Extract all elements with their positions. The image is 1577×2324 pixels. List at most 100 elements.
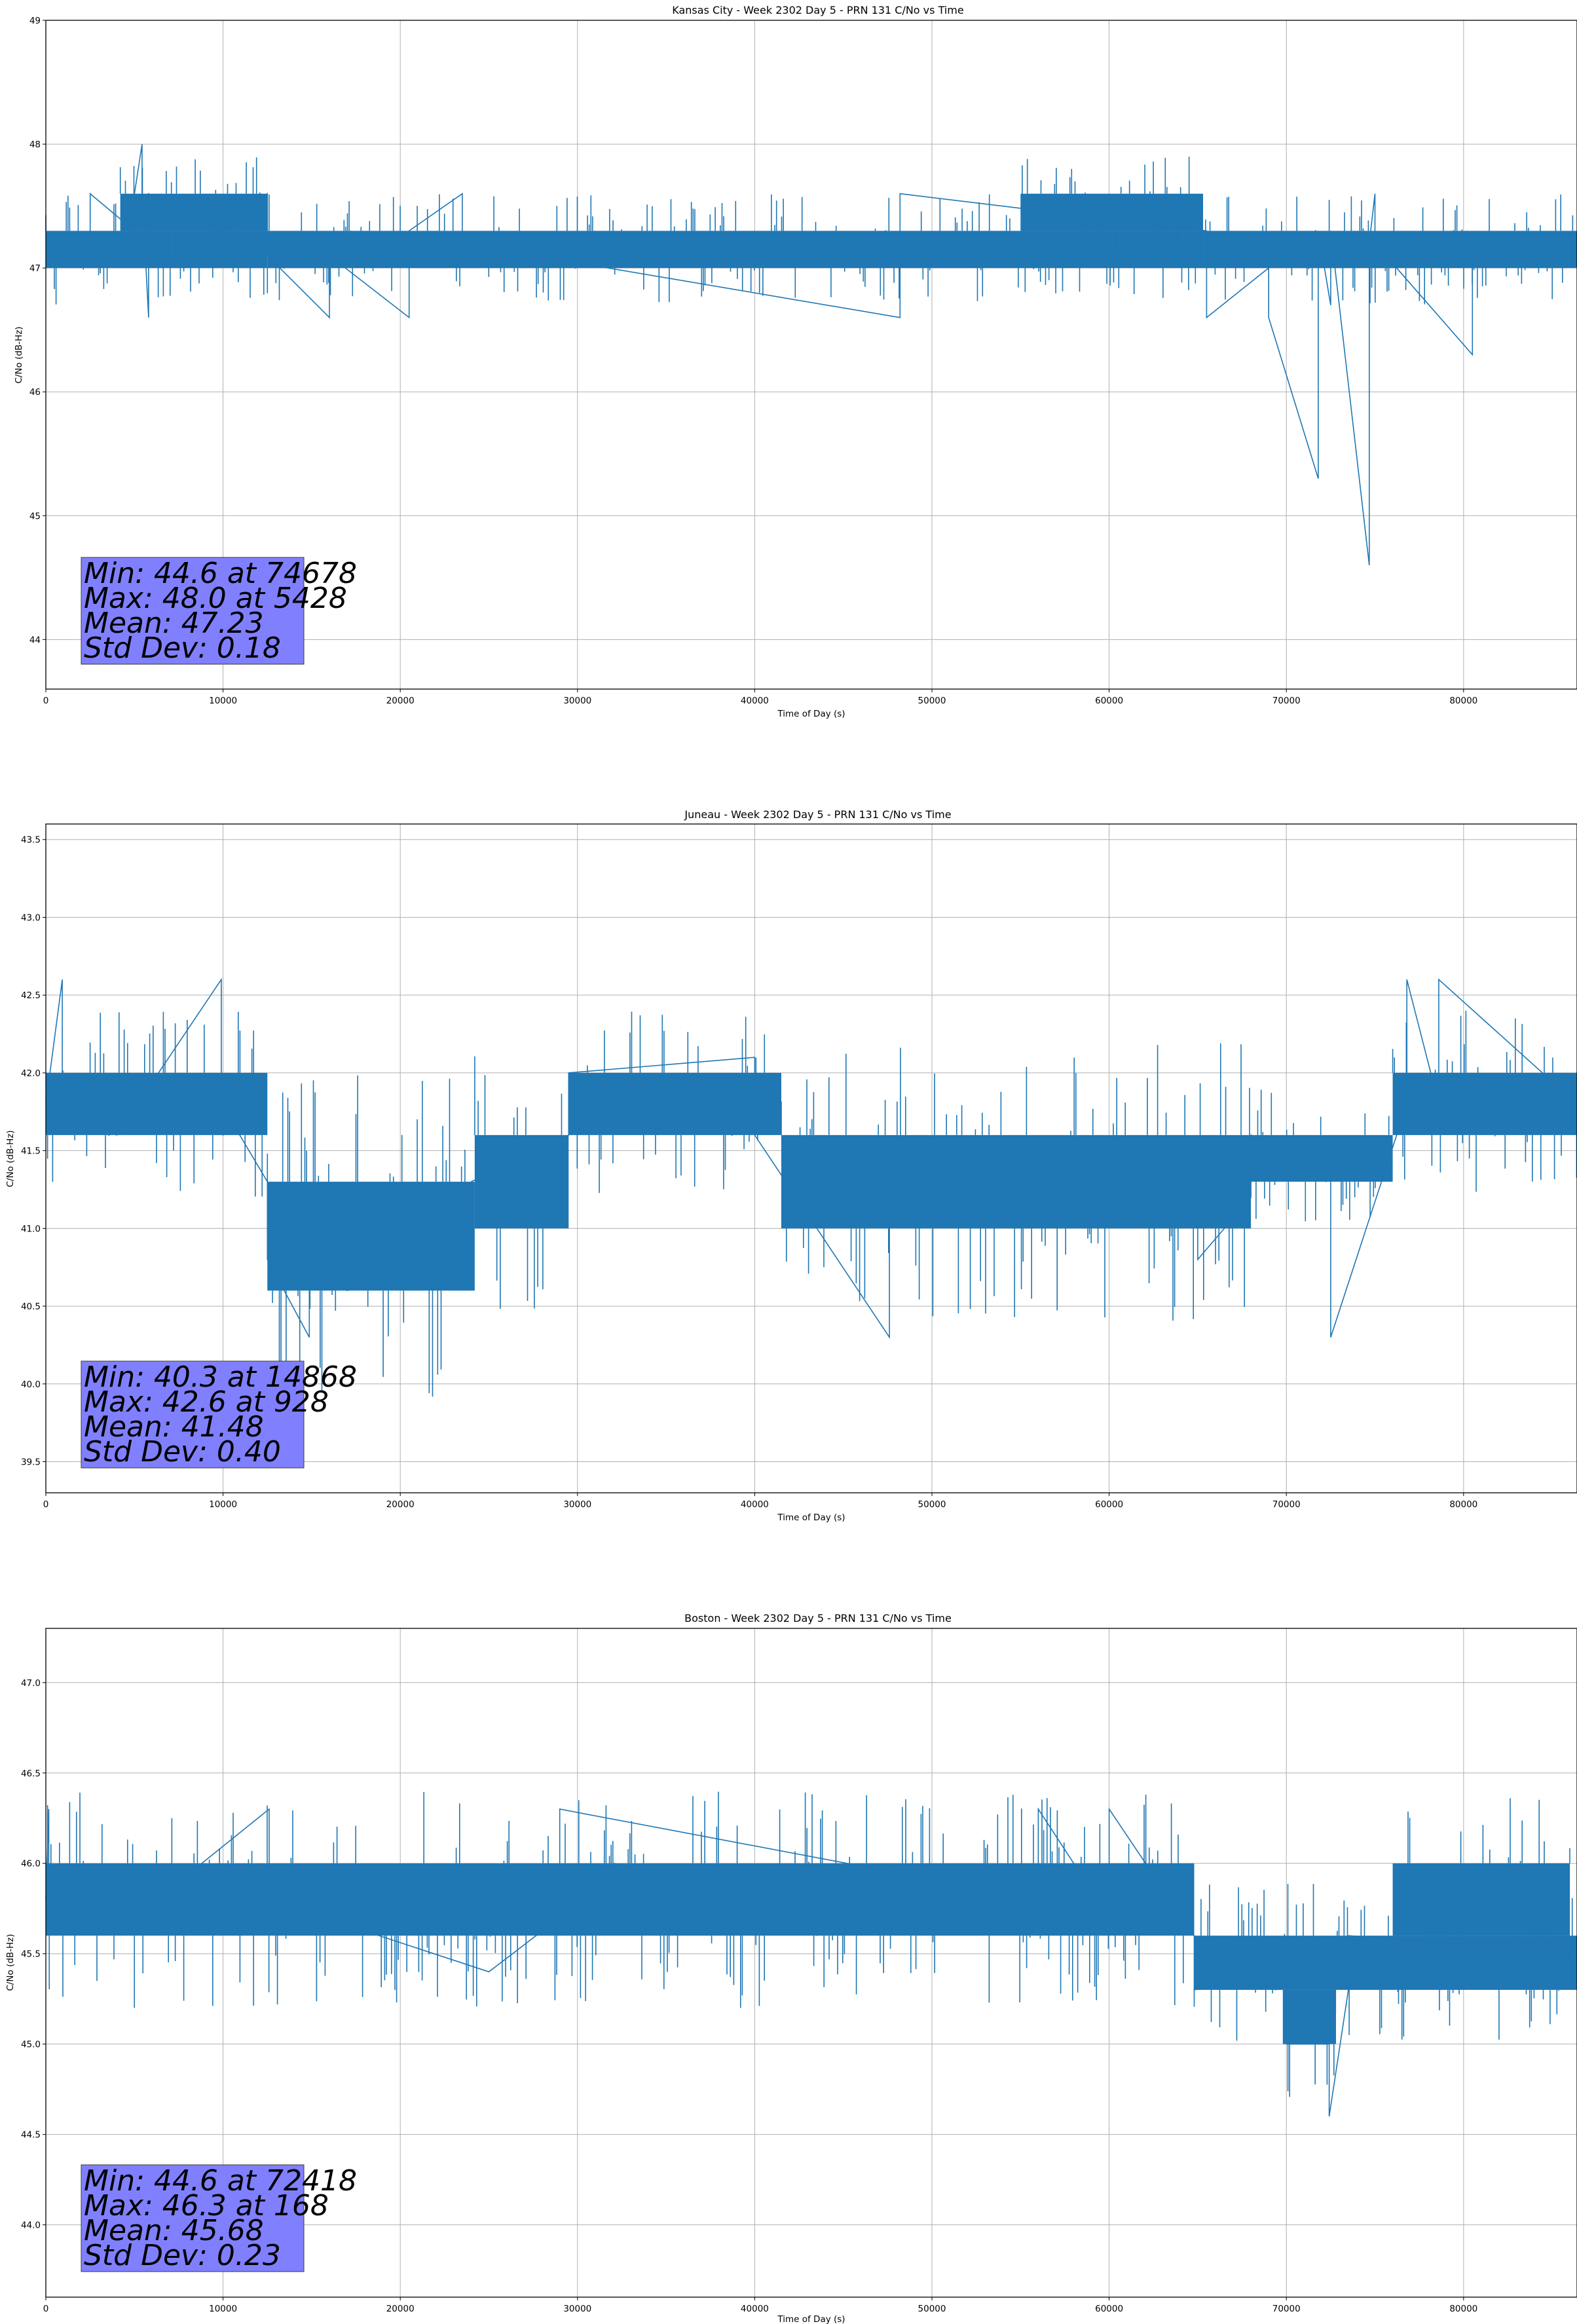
chart-title: Boston - Week 2302 Day 5 - PRN 131 C/No … xyxy=(684,1612,952,1624)
signal-spikes xyxy=(1287,1940,1335,2097)
x-tick-label: 40000 xyxy=(741,2304,769,2314)
stats-max: Max: 48.0 at 5428 xyxy=(84,582,347,615)
stats-box-background xyxy=(81,2164,305,2272)
series-line xyxy=(45,143,1577,565)
x-tick-label: 0 xyxy=(43,696,49,706)
x-axis-label: Time of Day (s) xyxy=(777,709,845,719)
y-tick-label: 49 xyxy=(29,16,41,26)
x-tick-label: 10000 xyxy=(209,696,237,706)
stats-box-background xyxy=(81,557,305,665)
stats-std-dev: Std Dev: 0.40 xyxy=(84,1435,281,1469)
series-line xyxy=(45,977,1577,1340)
signal-band xyxy=(781,1134,1252,1229)
y-tick-label: 45.0 xyxy=(21,2040,41,2050)
x-tick-label: 70000 xyxy=(1272,1499,1301,1510)
stats-min: Min: 40.3 at 14868 xyxy=(84,1360,357,1394)
stats-min: Min: 44.6 at 74678 xyxy=(84,557,357,590)
x-tick-label: 10000 xyxy=(209,2304,237,2314)
x-tick-label: 20000 xyxy=(386,2304,415,2314)
chart-panel-1: Kansas City - Week 2302 Day 5 - PRN 131 … xyxy=(14,4,1577,719)
signal-spikes xyxy=(119,157,261,267)
y-tick-label: 43.5 xyxy=(21,835,41,846)
x-tick-label: 30000 xyxy=(563,696,591,706)
y-tick-label: 39.5 xyxy=(21,1457,41,1468)
signal-spikes xyxy=(1022,157,1202,265)
signal-band xyxy=(1020,193,1204,231)
y-tick-label: 41.0 xyxy=(21,1224,41,1234)
y-tick-label: 45.5 xyxy=(21,1949,41,1960)
x-tick-label: 40000 xyxy=(741,696,769,706)
signal-spikes xyxy=(1392,1011,1577,1192)
x-tick-label: 10000 xyxy=(209,1499,237,1510)
signal-band xyxy=(568,1072,781,1135)
x-tick-label: 80000 xyxy=(1449,2304,1477,2314)
signal-spikes xyxy=(576,1011,766,1193)
y-axis-label: C/No (dB-Hz) xyxy=(5,1934,16,1991)
y-tick-label: 46 xyxy=(29,387,41,398)
x-tick-label: 50000 xyxy=(918,696,946,706)
signal-band xyxy=(1251,1134,1393,1182)
x-tick-label: 70000 xyxy=(1272,696,1301,706)
signal-band xyxy=(267,231,1207,269)
y-tick-label: 44 xyxy=(29,635,41,645)
y-tick-label: 47.0 xyxy=(21,1678,41,1689)
stats-mean: Mean: 47.23 xyxy=(84,607,264,640)
x-tick-label: 0 xyxy=(43,2304,49,2314)
x-axis-label: Time of Day (s) xyxy=(777,1512,845,1523)
stats-mean: Mean: 45.68 xyxy=(84,2214,264,2247)
signal-band xyxy=(46,1863,1195,1936)
plot-frame xyxy=(45,1628,1577,2298)
signal-spikes xyxy=(1255,1089,1390,1222)
series-line xyxy=(45,1807,1577,2117)
signal-band xyxy=(1392,1072,1577,1135)
x-tick-label: 70000 xyxy=(1272,2304,1301,2314)
stats-std-dev: Std Dev: 0.23 xyxy=(84,2239,281,2272)
signal-band xyxy=(46,1072,268,1135)
stats-box: Min: 44.6 at 74678 Max: 48.0 at 5428 Mea… xyxy=(81,557,357,665)
y-tick-label: 46.5 xyxy=(21,1769,41,1779)
stats-box-background xyxy=(81,1360,305,1469)
stats-max: Max: 46.3 at 168 xyxy=(84,2189,329,2222)
y-tick-label: 41.5 xyxy=(21,1146,41,1157)
stats-min: Min: 44.6 at 72418 xyxy=(84,2164,357,2198)
x-axis-label: Time of Day (s) xyxy=(777,2314,845,2324)
chart-panel-2: Juneau - Week 2302 Day 5 - PRN 131 C/No … xyxy=(5,808,1577,1523)
x-tick-label: 80000 xyxy=(1449,696,1477,706)
y-tick-label: 40.5 xyxy=(21,1302,41,1312)
y-tick-label: 42.0 xyxy=(21,1068,41,1079)
plot-frame xyxy=(45,20,1577,690)
y-axis-label: C/No (dB-Hz) xyxy=(5,1130,16,1187)
signal-spikes xyxy=(46,1011,263,1197)
signal-band xyxy=(267,1182,475,1291)
x-tick-label: 50000 xyxy=(918,1499,946,1510)
x-tick-label: 60000 xyxy=(1095,1499,1123,1510)
stats-box: Min: 40.3 at 14868 Max: 42.6 at 928 Mean… xyxy=(81,1360,357,1469)
y-tick-label: 46.0 xyxy=(21,1859,41,1869)
x-tick-label: 50000 xyxy=(918,2304,946,2314)
signal-band xyxy=(474,1134,569,1229)
stats-std-dev: Std Dev: 0.18 xyxy=(84,631,281,665)
signal-band xyxy=(120,193,268,231)
x-tick-label: 80000 xyxy=(1449,1499,1477,1510)
signal-band xyxy=(1282,1989,1336,2044)
y-tick-label: 44.0 xyxy=(21,2221,41,2231)
x-tick-label: 60000 xyxy=(1095,696,1123,706)
x-tick-label: 30000 xyxy=(563,1499,591,1510)
stats-mean: Mean: 41.48 xyxy=(84,1410,264,1444)
signal-spikes xyxy=(267,1075,466,1397)
y-tick-label: 42.5 xyxy=(21,990,41,1001)
y-tick-label: 44.5 xyxy=(21,2130,41,2141)
y-tick-label: 47 xyxy=(29,263,41,274)
x-tick-label: 20000 xyxy=(386,1499,415,1510)
signal-spikes xyxy=(781,1043,1250,1321)
chart-panel-3: Boston - Week 2302 Day 5 - PRN 131 C/No … xyxy=(5,1612,1577,2324)
x-tick-label: 30000 xyxy=(563,2304,591,2314)
signal-band xyxy=(46,231,268,269)
stats-box: Min: 44.6 at 72418 Max: 46.3 at 168 Mean… xyxy=(81,2164,357,2272)
y-tick-label: 45 xyxy=(29,511,41,521)
signal-spikes xyxy=(1209,195,1574,305)
y-axis-label: C/No (dB-Hz) xyxy=(14,326,24,383)
plot-frame xyxy=(45,823,1577,1493)
y-tick-label: 43.0 xyxy=(21,912,41,923)
